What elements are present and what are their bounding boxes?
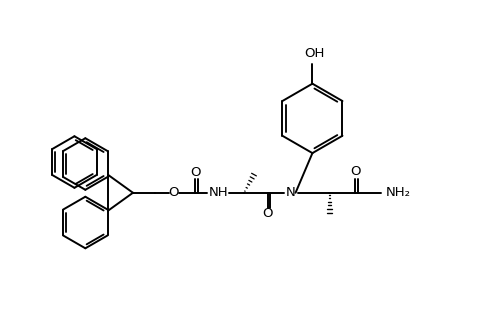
Text: NH: NH: [208, 186, 228, 199]
Text: O: O: [350, 165, 360, 179]
Text: OH: OH: [304, 48, 325, 60]
Text: NH₂: NH₂: [386, 186, 411, 199]
Text: N: N: [286, 186, 295, 199]
Text: O: O: [190, 166, 201, 180]
Text: O: O: [263, 207, 273, 220]
Text: O: O: [168, 186, 179, 199]
